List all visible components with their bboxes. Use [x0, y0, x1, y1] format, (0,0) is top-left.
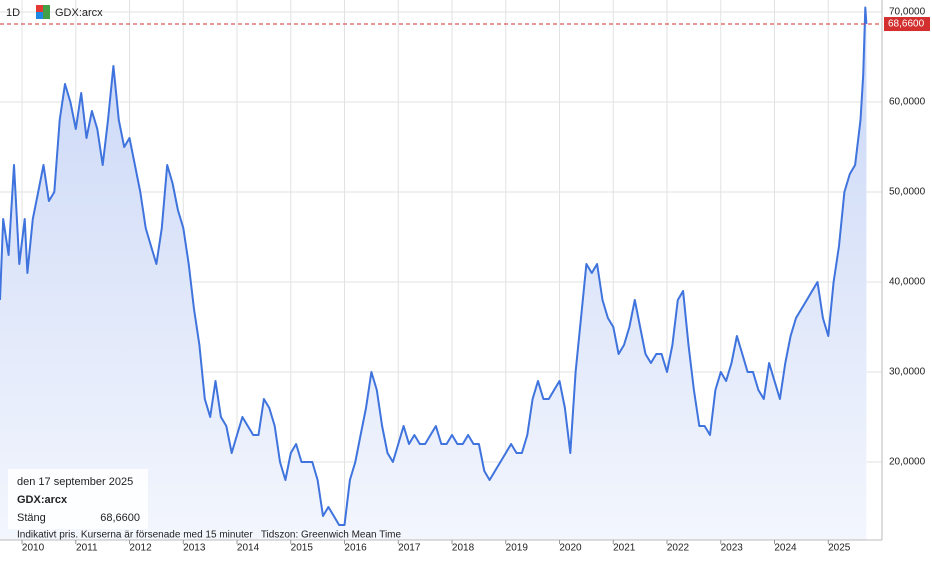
- x-tick-label: 2017: [398, 543, 421, 554]
- x-tick-label: 2022: [667, 543, 690, 554]
- y-tick-label: 30,0000: [889, 367, 926, 378]
- x-tick-label: 2018: [452, 543, 475, 554]
- info-box: [8, 469, 148, 529]
- y-tick-label: 20,0000: [889, 457, 926, 468]
- info-date: den 17 september 2025: [17, 476, 133, 488]
- last-price-tag: [884, 17, 930, 32]
- x-tick-label: 2024: [774, 543, 797, 554]
- x-tick-label: 2025: [828, 543, 851, 554]
- axes: 20,0000 30,0000 40,0000 50,0000 60,0000 70,00…: [21, 7, 926, 554]
- x-tick-label: 2010: [22, 543, 45, 554]
- x-tick-label: 2015: [291, 543, 314, 554]
- plot-area: [0, 6, 868, 540]
- price-line: [0, 6, 868, 526]
- x-tick-label: 2014: [237, 543, 260, 554]
- x-tick-label: 2016: [344, 543, 367, 554]
- info-close-name: Stäng: [17, 512, 46, 524]
- y-tick-label: 50,0000: [889, 187, 926, 198]
- x-tick-label: 2019: [506, 543, 529, 554]
- y-tick-label: 70,0000: [889, 7, 926, 18]
- x-tick-label: 2012: [129, 543, 152, 554]
- footer: Indikativt pris. Kurserna är försenade m…: [17, 530, 402, 541]
- x-tick-label: 2023: [721, 543, 744, 554]
- symbol: GDX:arcx: [55, 7, 103, 19]
- x-tick-label: 2013: [183, 543, 206, 554]
- info-close-value: 68,6600: [100, 512, 140, 524]
- symbol-icon: [36, 5, 50, 19]
- area: [0, 7, 867, 540]
- y-tick-label: 60,0000: [889, 97, 926, 108]
- y-tick-label: 40,0000: [889, 277, 926, 288]
- info-symbol: GDX:arcx: [17, 494, 68, 506]
- interval: 1D: [6, 7, 20, 19]
- x-tick-label: 2011: [76, 543, 98, 554]
- x-tick-label: 2020: [559, 543, 582, 554]
- last-price-label: 68,6600: [888, 19, 925, 30]
- x-tick-label: 2021: [613, 543, 636, 554]
